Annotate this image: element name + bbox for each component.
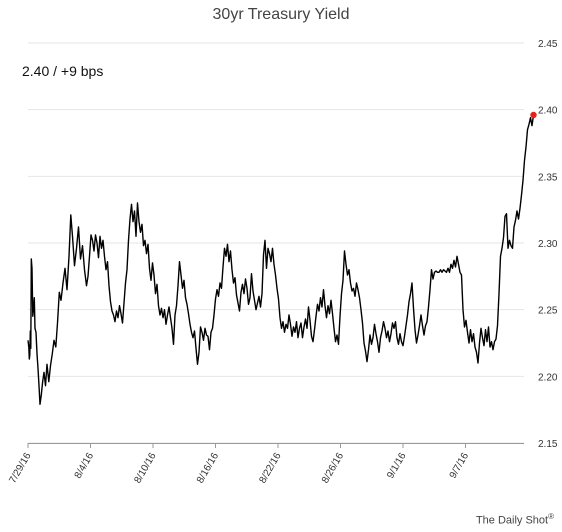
registered-mark: ® [548, 512, 554, 522]
series-line [27, 114, 535, 405]
chart-annotation: 2.40 / +9 bps [22, 63, 104, 79]
chart-title: 30yr Treasury Yield [212, 6, 350, 23]
y-tick-label: 2.35 [538, 172, 558, 183]
x-tick-label: 8/4/16 [73, 451, 97, 481]
x-tick-label: 9/1/16 [385, 451, 409, 481]
x-axis: 7/29/16 8/4/16 8/10/16 8/16/16 8/22/16 8/26/1… [7, 443, 524, 485]
y-tick-label: 2.25 [538, 306, 558, 317]
x-tick-label: 8/10/16 [132, 451, 158, 486]
y-tick-label: 2.20 [538, 372, 558, 383]
y-tick-label: 2.40 [538, 106, 558, 117]
y-tick-label: 2.15 [538, 439, 558, 450]
x-tick-label: 7/29/16 [7, 451, 33, 486]
y-tick-label: 2.30 [538, 239, 558, 250]
source-credit-text: The Daily Shot [475, 515, 549, 527]
source-credit: The Daily Shot® [476, 512, 554, 527]
x-tick-label: 8/26/16 [320, 451, 346, 486]
x-tick-label: 8/22/16 [257, 451, 283, 486]
y-axis: 2.15 2.20 2.25 2.30 2.35 2.40 2.45 [538, 39, 558, 450]
x-tick-label: 9/7/16 [448, 451, 472, 481]
last-value-marker [530, 111, 537, 119]
y-tick-label: 2.45 [538, 39, 558, 50]
series-group [27, 111, 537, 405]
x-tick-label: 8/16/16 [195, 451, 221, 486]
